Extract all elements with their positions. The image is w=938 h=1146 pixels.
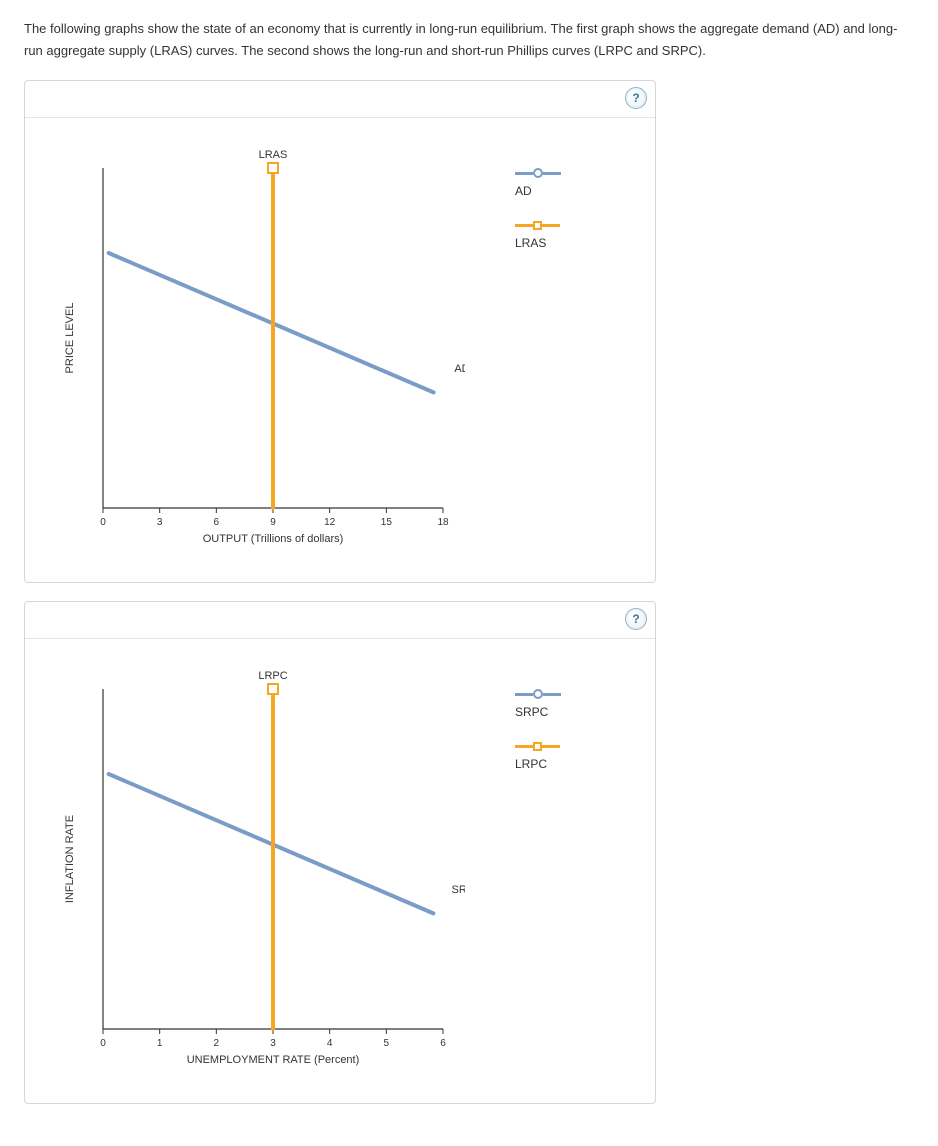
legend-swatch-lras — [515, 220, 561, 230]
legend-label: LRAS — [515, 236, 561, 250]
svg-text:OUTPUT (Trillions of dollars): OUTPUT (Trillions of dollars) — [203, 533, 344, 545]
svg-text:4: 4 — [327, 1038, 333, 1049]
legend-ad-lras: AD LRAS — [465, 138, 561, 558]
svg-text:9: 9 — [270, 517, 276, 528]
help-icon: ? — [625, 608, 647, 630]
chart-panel-phillips: ? 0 1 2 3 4 5 6 UNEMPLOYMENT RATE (Percent) INFL… — [24, 601, 656, 1104]
svg-text:3: 3 — [157, 517, 163, 528]
svg-text:LRAS: LRAS — [259, 149, 288, 161]
legend-swatch-ad — [515, 168, 561, 178]
help-button[interactable]: ? — [625, 87, 647, 109]
svg-text:0: 0 — [100, 1038, 106, 1049]
legend-item-srpc[interactable]: SRPC — [515, 689, 561, 719]
chart-phillips[interactable]: 0 1 2 3 4 5 6 UNEMPLOYMENT RATE (Percent) INFLAT… — [35, 659, 465, 1079]
svg-text:18: 18 — [437, 517, 449, 528]
svg-text:AD: AD — [454, 363, 465, 375]
svg-text:SRPC: SRPC — [452, 884, 466, 896]
legend-swatch-srpc — [515, 689, 561, 699]
legend-label: LRPC — [515, 757, 561, 771]
svg-text:3: 3 — [270, 1038, 276, 1049]
svg-text:5: 5 — [384, 1038, 390, 1049]
svg-text:6: 6 — [440, 1038, 446, 1049]
svg-text:6: 6 — [214, 517, 220, 528]
legend-item-lras[interactable]: LRAS — [515, 220, 561, 250]
legend-item-ad[interactable]: AD — [515, 168, 561, 198]
legend-label: AD — [515, 184, 561, 198]
svg-text:15: 15 — [381, 517, 393, 528]
panel-header: ? — [25, 602, 655, 639]
svg-text:INFLATION RATE: INFLATION RATE — [64, 815, 76, 903]
legend-label: SRPC — [515, 705, 561, 719]
chart-ad-lras[interactable]: 0 3 6 9 12 15 18 OUTPUT (Trillions of dollars) P… — [35, 138, 465, 558]
svg-text:LRPC: LRPC — [258, 670, 287, 682]
panel-header: ? — [25, 81, 655, 118]
help-button[interactable]: ? — [625, 608, 647, 630]
svg-text:2: 2 — [214, 1038, 220, 1049]
help-icon: ? — [625, 87, 647, 109]
svg-text:12: 12 — [324, 517, 336, 528]
svg-text:0: 0 — [100, 517, 106, 528]
svg-text:1: 1 — [157, 1038, 163, 1049]
intro-text: The following graphs show the state of a… — [24, 18, 914, 62]
legend-item-lrpc[interactable]: LRPC — [515, 741, 561, 771]
legend-phillips: SRPC LRPC — [465, 659, 561, 1079]
legend-swatch-lrpc — [515, 741, 561, 751]
svg-text:PRICE LEVEL: PRICE LEVEL — [64, 303, 76, 374]
svg-text:UNEMPLOYMENT RATE (Percent): UNEMPLOYMENT RATE (Percent) — [187, 1054, 360, 1066]
chart-panel-ad-lras: ? 0 3 6 9 12 15 18 OUTPUT (Trillions of dollars… — [24, 80, 656, 583]
